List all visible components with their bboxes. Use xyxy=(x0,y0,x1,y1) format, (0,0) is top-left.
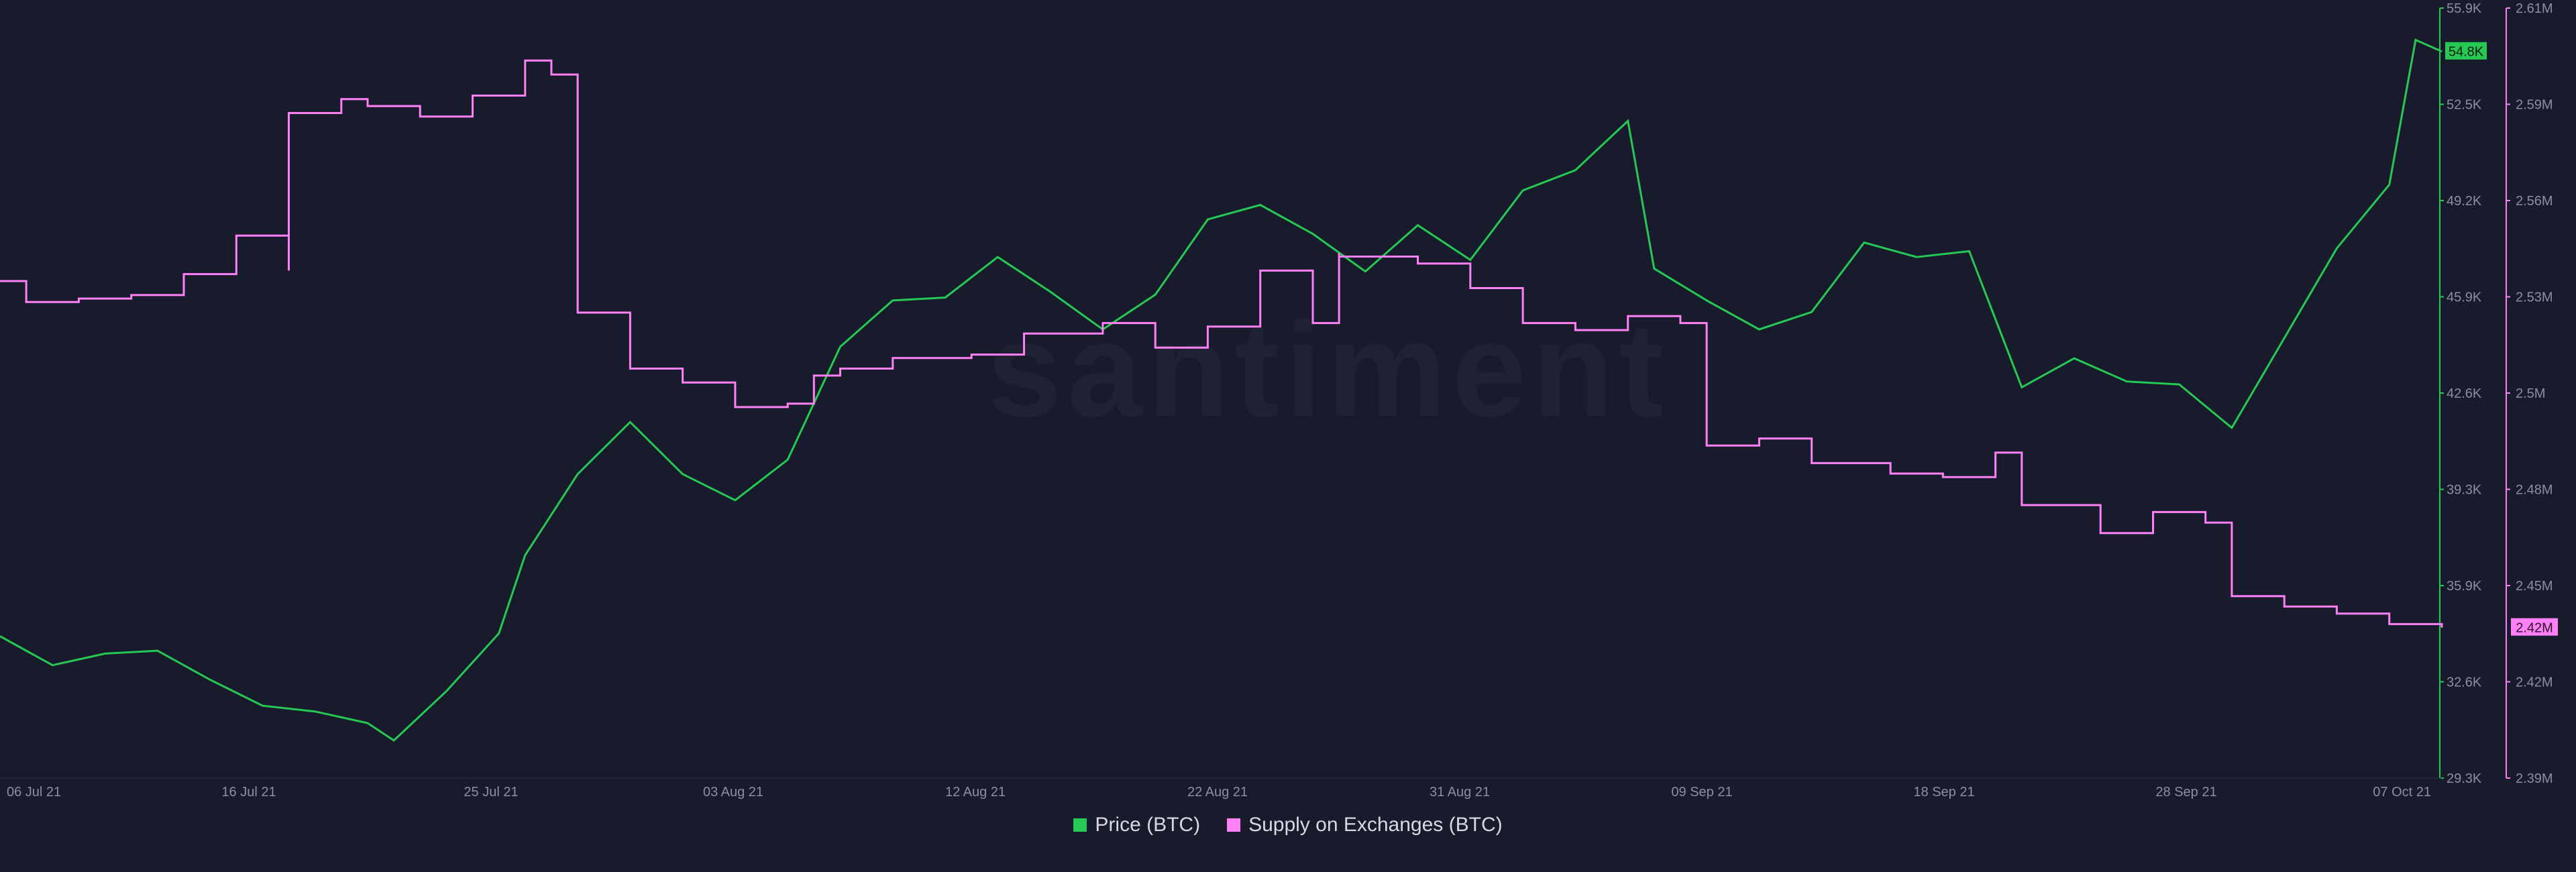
x-tick-label: 22 Aug 21 xyxy=(1187,785,1248,800)
price-badge xyxy=(2445,42,2487,60)
y-right-tick-label: 2.53M xyxy=(2516,290,2553,305)
x-tick-label: 06 Jul 21 xyxy=(7,785,61,800)
x-tick-label: 12 Aug 21 xyxy=(945,785,1006,800)
x-tick-label: 18 Sep 21 xyxy=(1913,785,1974,800)
y-right-tick-label: 2.5M xyxy=(2516,386,2545,401)
y-axis-right: 2.61M 2.59M 2.56M 2.53M 2.5M 2.48M 2.45M 2.42M 2… xyxy=(2506,1,2553,786)
y-left-tick-label: 35.9K xyxy=(2447,579,2482,594)
price-line xyxy=(0,38,2443,742)
value-badges: 54.8K 2.42M xyxy=(2445,42,2558,636)
y-left-tick-label: 32.6K xyxy=(2447,675,2482,690)
x-tick-label: 07 Oct 21 xyxy=(2373,785,2431,800)
x-tick-label: 25 Jul 21 xyxy=(464,785,518,800)
y-left-tick-label: 39.3K xyxy=(2447,483,2482,498)
y-left-tick-label: 49.2K xyxy=(2447,194,2482,209)
x-tick-label: 31 Aug 21 xyxy=(1430,785,1490,800)
chart-legend: Price (BTC) Supply on Exchanges (BTC) xyxy=(0,814,2576,836)
legend-item-price[interactable]: Price (BTC) xyxy=(1073,814,1200,836)
x-tick-label: 16 Jul 21 xyxy=(221,785,276,800)
y-left-tick-label: 52.5K xyxy=(2447,98,2482,113)
y-left-tick-label: 55.9K xyxy=(2447,1,2482,16)
y-right-tick-label: 2.61M xyxy=(2516,1,2553,16)
y-right-tick-label: 2.42M xyxy=(2516,675,2553,690)
y-right-tick-label: 2.45M xyxy=(2516,579,2553,594)
x-tick-label: 28 Sep 21 xyxy=(2155,785,2216,800)
price-badge-text: 54.8K xyxy=(2449,45,2484,60)
supply-line xyxy=(0,59,2443,628)
y-right-tick-label: 2.48M xyxy=(2516,483,2553,498)
supply-badge-text: 2.42M xyxy=(2516,621,2553,636)
legend-item-supply[interactable]: Supply on Exchanges (BTC) xyxy=(1227,814,1503,836)
y-left-tick-label: 45.9K xyxy=(2447,290,2482,305)
watermark: santiment xyxy=(987,295,1670,445)
y-right-tick-label: 2.56M xyxy=(2516,194,2553,209)
y-axis-left: 55.9K 52.5K 49.2K 45.9K 42.6K 39.3K 35.9K 32.6K… xyxy=(2439,1,2482,786)
x-axis: 06 Jul 21 16 Jul 21 25 Jul 21 03 Aug 21 12 A… xyxy=(0,777,2442,800)
legend-swatch-supply xyxy=(1227,818,1241,832)
y-right-tick-label: 2.39M xyxy=(2516,771,2553,786)
supply-badge xyxy=(2511,618,2558,636)
y-right-tick-label: 2.59M xyxy=(2516,98,2553,113)
y-left-tick-label: 29.3K xyxy=(2447,771,2482,786)
legend-label-price: Price (BTC) xyxy=(1095,814,1201,836)
x-tick-label: 03 Aug 21 xyxy=(703,785,763,800)
legend-swatch-price xyxy=(1073,818,1087,832)
x-tick-label: 09 Sep 21 xyxy=(1671,785,1732,800)
legend-label-supply: Supply on Exchanges (BTC) xyxy=(1248,814,1503,836)
y-left-tick-label: 42.6K xyxy=(2447,386,2482,401)
